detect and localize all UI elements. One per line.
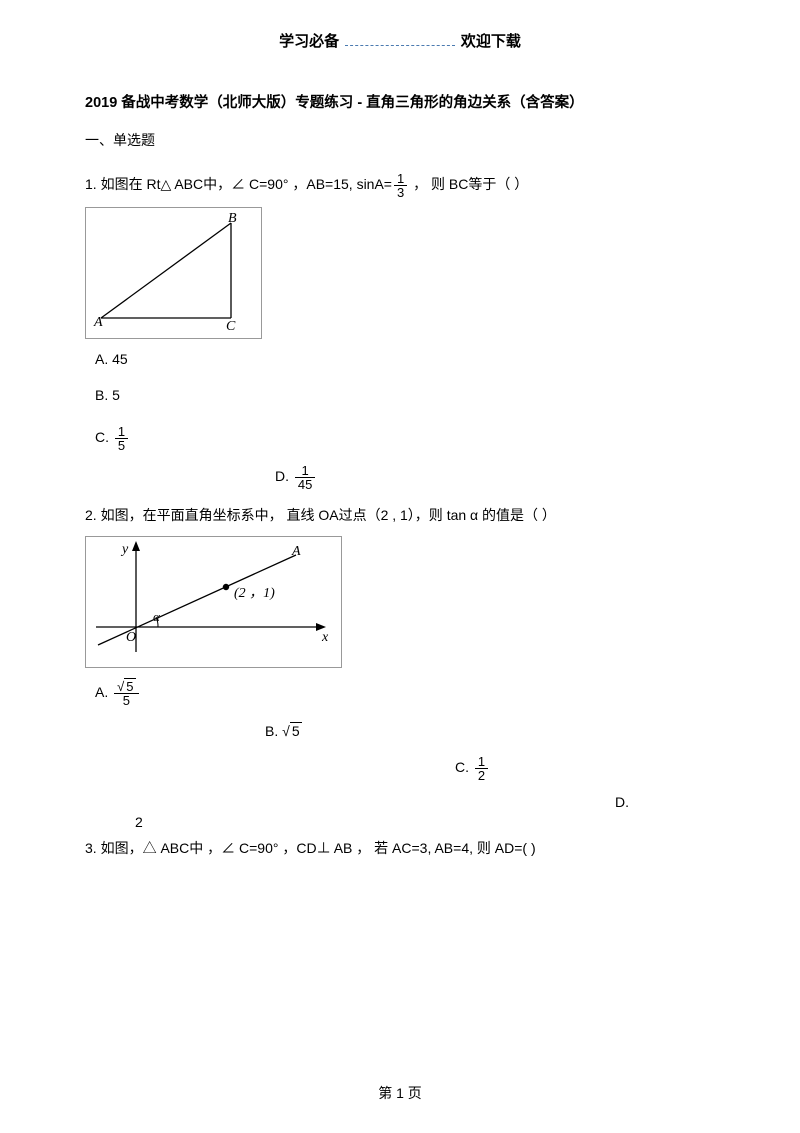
q1-optD-frac: 145: [295, 464, 315, 491]
q3-stem: 3. 如图，△ ABC中 ，∠ C=90° ，CD⊥ AB ， 若 AC=3, …: [85, 836, 715, 861]
document-title: 2019 备战中考数学（北师大版）专题练习 - 直角三角形的角边关系（含答案）: [85, 91, 715, 112]
label-y: y: [120, 542, 129, 557]
q2-option-D-label: D.: [615, 794, 715, 810]
label-point: (2 ，1): [234, 586, 275, 601]
header-right-text: 欢迎下载: [461, 33, 521, 50]
q2-stem: 2. 如图，在平面直角坐标系中， 直线 OA过点（2 , 1），则 tan α …: [85, 503, 715, 528]
label-A: A: [93, 315, 103, 330]
label-O: O: [126, 630, 136, 645]
header-left-text: 学习必备: [279, 33, 339, 50]
label-A2: A: [291, 544, 301, 559]
page-header: 学习必备 欢迎下载: [85, 30, 715, 51]
q1-optC-frac: 15: [115, 425, 128, 452]
label-alpha: α: [153, 609, 161, 624]
q1-option-C: C. 15: [95, 425, 715, 452]
page-footer: 第 1 页: [0, 1083, 800, 1103]
q1-stem-pre: 1. 如图在 Rt△ ABC中，∠ C=90° ，AB=15, sinA=: [85, 176, 392, 192]
q2-option-A: A. √55: [95, 680, 715, 707]
q2-optA-frac: √55: [114, 680, 138, 707]
q1-figure: A C B: [85, 207, 262, 339]
label-x: x: [321, 630, 329, 645]
section-heading: 一、单选题: [85, 130, 715, 150]
q2-optC-frac: 12: [475, 755, 488, 782]
q1-stem-post: ， 则 BC等于（ ）: [409, 176, 528, 192]
q2-option-C: C. 12: [455, 755, 715, 782]
header-dashed-line: [345, 35, 455, 46]
q2-option-B: B. √5: [265, 723, 715, 739]
q2-optB-sqrt: √5: [282, 723, 301, 739]
label-C: C: [226, 319, 236, 334]
q2-option-D-value: 2: [135, 814, 715, 830]
q1-option-A: A. 45: [95, 351, 715, 367]
q2-figure: y x O A α (2 ，1): [85, 536, 342, 668]
q1-stem: 1. 如图在 Rt△ ABC中，∠ C=90° ，AB=15, sinA=13 …: [85, 172, 715, 199]
q1-option-D: D. 145: [275, 464, 715, 491]
q1-option-B: B. 5: [95, 387, 715, 403]
q1-fraction: 13: [394, 172, 407, 199]
label-B: B: [228, 211, 237, 226]
